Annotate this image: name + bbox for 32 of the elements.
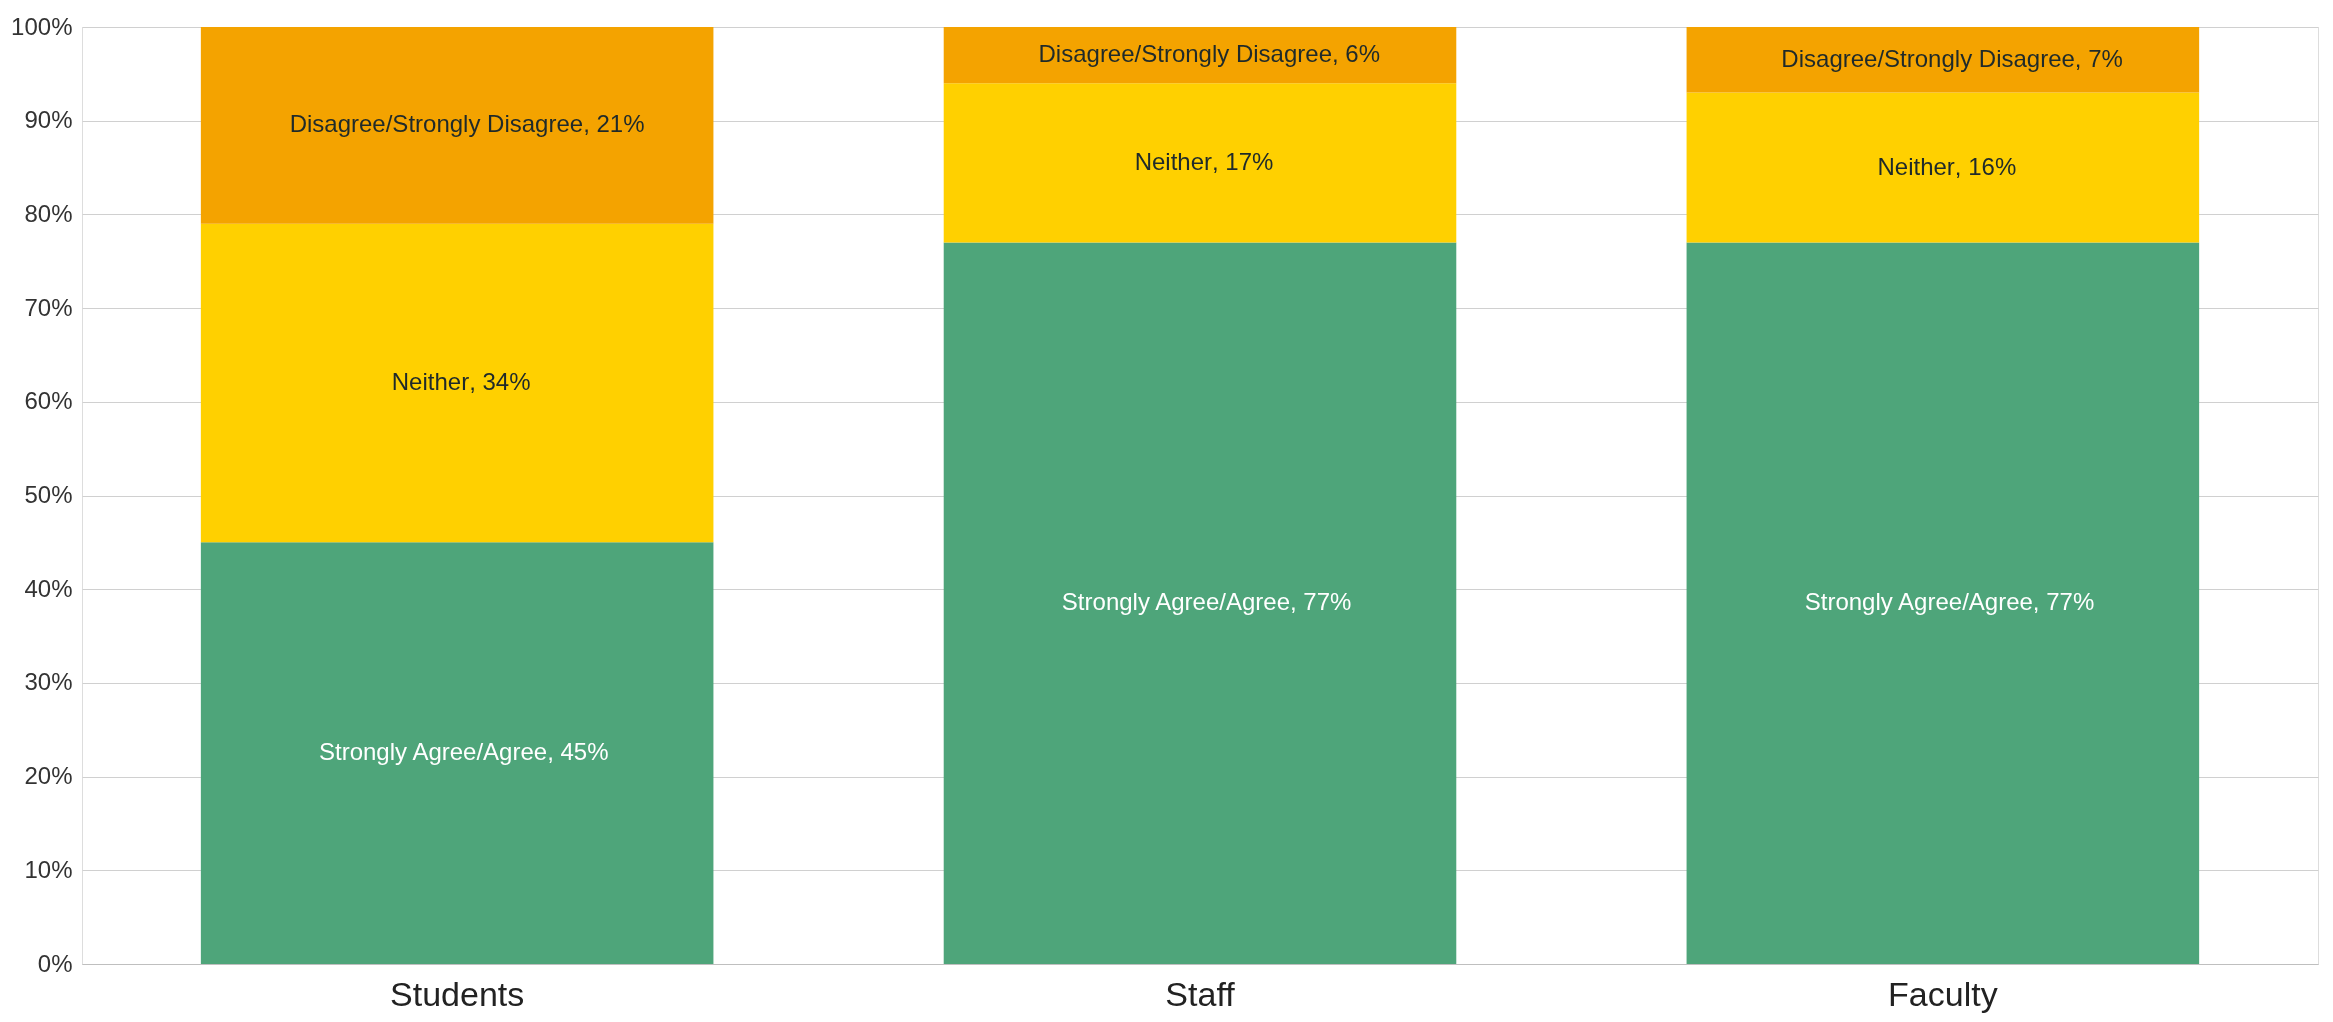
x-tick-label: Students xyxy=(390,974,525,1013)
text: Neither xyxy=(1134,147,1212,175)
data-label: , 34% xyxy=(469,368,531,396)
y-tick-label: 50% xyxy=(24,481,73,508)
y-tick-label: 10% xyxy=(24,855,73,883)
data-label: , 45% xyxy=(547,738,609,766)
x-tick-label: Staff xyxy=(1165,974,1236,1013)
x-tick-label: Faculty xyxy=(1888,974,1998,1013)
data-label: , 77% xyxy=(2032,588,2095,616)
y-tick-label: 30% xyxy=(24,668,73,696)
series-label: Disagree/Strongly Disagree xyxy=(1038,40,1332,68)
text: Strongly Agree/Agree xyxy=(1061,588,1290,616)
y-tick-label: 20% xyxy=(24,762,73,790)
text: Disagree/Strongly Disagree xyxy=(289,110,584,138)
series-label: Strongly Agree/Agree xyxy=(319,738,548,766)
y-tick-label: 60% xyxy=(24,387,73,415)
data-label: , 6% xyxy=(1332,40,1381,68)
y-tick-label: 40% xyxy=(24,574,73,602)
y-tick-label: 80% xyxy=(24,199,73,227)
data-label: , 77% xyxy=(1290,588,1352,616)
y-tick-label: 70% xyxy=(24,293,73,321)
data-label: , 21% xyxy=(583,110,645,138)
y-tick-label: 90% xyxy=(24,106,73,134)
text: Neither xyxy=(391,368,470,396)
y-tick-label: 0% xyxy=(37,949,73,977)
text: Strongly Agree/Agree xyxy=(1804,588,2033,616)
text: Disagree/Strongly Disagree xyxy=(1781,44,2075,72)
data-label: , 7% xyxy=(2074,44,2123,72)
y-tick-label: 100% xyxy=(11,12,73,40)
data-label: , 17% xyxy=(1212,147,1274,175)
series-label: Neither xyxy=(1877,152,1955,180)
data-label: , 16% xyxy=(1954,152,2017,180)
